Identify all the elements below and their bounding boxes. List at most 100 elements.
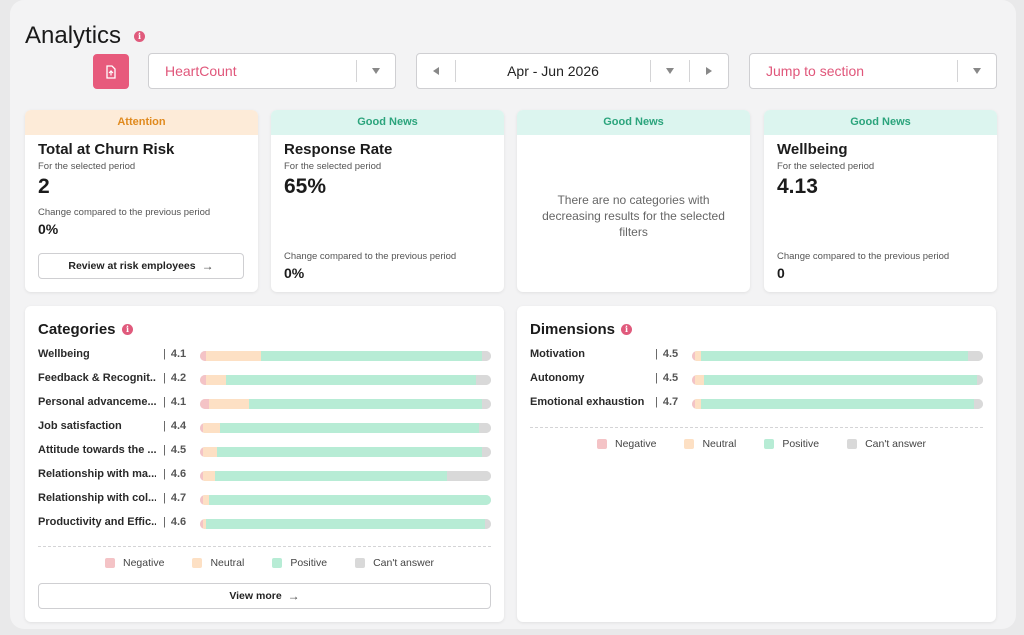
- score-row[interactable]: Job satisfaction 4.4: [38, 420, 491, 434]
- good-news-badge: Good News: [271, 110, 504, 135]
- chevron-down-icon[interactable]: [357, 68, 395, 74]
- row-score: 4.4: [163, 420, 186, 432]
- legend-label: Neutral: [210, 557, 245, 569]
- change-value: 0%: [38, 221, 59, 237]
- row-score: 4.5: [655, 348, 678, 360]
- empty-state-message: There are no categories with decreasing …: [542, 193, 725, 239]
- positive-segment: [700, 351, 969, 361]
- chevron-down-icon[interactable]: [651, 68, 689, 74]
- response-rate-card: Good News Response Rate For the selected…: [271, 110, 504, 292]
- card-title: Wellbeing: [777, 141, 848, 158]
- score-row[interactable]: Personal advanceme... 4.1: [38, 396, 491, 410]
- view-more-button[interactable]: View more →: [38, 583, 491, 609]
- score-row[interactable]: Relationship with col... 4.7: [38, 492, 491, 506]
- cant-answer-segment: [447, 471, 491, 481]
- score-row[interactable]: Wellbeing 4.1: [38, 348, 491, 362]
- row-label: Autonomy: [530, 372, 585, 384]
- distribution-bar[interactable]: [200, 351, 491, 361]
- good-news-badge: Good News: [764, 110, 997, 135]
- card-title: Total at Churn Risk: [38, 141, 175, 158]
- score-row[interactable]: Relationship with ma... 4.6: [38, 468, 491, 482]
- jump-to-section-select[interactable]: Jump to section: [749, 53, 997, 89]
- row-score: 4.7: [163, 492, 186, 504]
- row-score: 4.5: [163, 444, 186, 456]
- distribution-bar[interactable]: [200, 375, 491, 385]
- negative-segment: [692, 375, 695, 385]
- distribution-bar[interactable]: [692, 351, 983, 361]
- info-icon[interactable]: i: [621, 324, 632, 335]
- negative-segment: [200, 519, 203, 529]
- score-row[interactable]: Emotional exhaustion 4.7: [530, 396, 983, 410]
- legend-label: Negative: [123, 557, 165, 569]
- distribution-bar[interactable]: [200, 423, 491, 433]
- row-score: 4.2: [163, 372, 186, 384]
- distribution-bar[interactable]: [200, 399, 491, 409]
- score-row[interactable]: Productivity and Effic... 4.6: [38, 516, 491, 530]
- neutral-segment: [202, 471, 215, 481]
- row-score: 4.5: [655, 372, 678, 384]
- company-select[interactable]: HeartCount: [148, 53, 396, 89]
- negative-segment: [200, 447, 203, 457]
- score-row[interactable]: Feedback & Recognit... 4.2: [38, 372, 491, 386]
- row-label: Motivation: [530, 348, 585, 360]
- period-select[interactable]: Apr - Jun 2026: [416, 53, 729, 89]
- negative-segment: [200, 423, 203, 433]
- legend-label: Positive: [290, 557, 328, 569]
- negative-segment: [200, 399, 209, 409]
- negative-segment: [200, 495, 203, 505]
- legend-swatch: [105, 558, 115, 568]
- row-label: Wellbeing: [38, 348, 90, 360]
- neutral-segment: [202, 519, 206, 529]
- negative-segment: [200, 375, 206, 385]
- info-icon[interactable]: i: [122, 324, 133, 335]
- wellbeing-card: Good News Wellbeing For the selected per…: [764, 110, 997, 292]
- legend-label: Can't answer: [373, 557, 435, 569]
- cant-answer-segment: [482, 447, 491, 457]
- distribution-bar[interactable]: [200, 495, 491, 505]
- distribution-bar[interactable]: [692, 375, 983, 385]
- review-at-risk-button[interactable]: Review at risk employees →: [38, 253, 244, 279]
- cant-answer-segment: [482, 399, 491, 409]
- legend-item: Positive: [764, 438, 819, 450]
- positive-segment: [217, 447, 483, 457]
- decreasing-categories-card: Good News There are no categories with d…: [517, 110, 750, 292]
- positive-segment: [208, 495, 491, 505]
- prev-period-icon[interactable]: [417, 67, 455, 75]
- card-title: Response Rate: [284, 141, 393, 158]
- attention-badge: Attention: [25, 110, 258, 135]
- legend-item: Negative: [597, 438, 656, 450]
- page-title: Analytics: [25, 22, 122, 49]
- positive-segment: [261, 351, 483, 361]
- cant-answer-segment: [476, 375, 491, 385]
- panel-title: Categories: [38, 321, 116, 338]
- neutral-segment: [202, 495, 209, 505]
- neutral-segment: [208, 399, 250, 409]
- categories-panel: Categories i Wellbeing 4.1 Feedback & Reco…: [25, 306, 504, 622]
- row-label: Relationship with col...: [38, 492, 156, 504]
- chart-legend: Negative Neutral Positive Can't answer: [597, 438, 926, 450]
- cant-answer-segment: [968, 351, 983, 361]
- cant-answer-segment: [482, 351, 491, 361]
- distribution-bar[interactable]: [200, 471, 491, 481]
- row-score: 4.6: [163, 468, 186, 480]
- cant-answer-segment: [479, 423, 491, 433]
- positive-segment: [249, 399, 483, 409]
- distribution-bar[interactable]: [692, 399, 983, 409]
- chevron-down-icon[interactable]: [958, 68, 996, 74]
- panel-title: Dimensions: [530, 321, 616, 338]
- score-row[interactable]: Attitude towards the ... 4.5: [38, 444, 491, 458]
- positive-segment: [214, 471, 448, 481]
- score-row[interactable]: Autonomy 4.5: [530, 372, 983, 386]
- info-icon[interactable]: i: [134, 31, 145, 42]
- card-subtitle: For the selected period: [38, 161, 136, 172]
- score-row[interactable]: Motivation 4.5: [530, 348, 983, 362]
- legend-label: Positive: [782, 438, 820, 450]
- positive-segment: [703, 375, 978, 385]
- export-button[interactable]: [93, 54, 129, 89]
- neutral-segment: [205, 351, 262, 361]
- distribution-bar[interactable]: [200, 447, 491, 457]
- card-value: 2: [38, 175, 50, 198]
- arrow-right-icon: →: [201, 259, 214, 273]
- distribution-bar[interactable]: [200, 519, 491, 529]
- next-period-icon[interactable]: [690, 67, 728, 75]
